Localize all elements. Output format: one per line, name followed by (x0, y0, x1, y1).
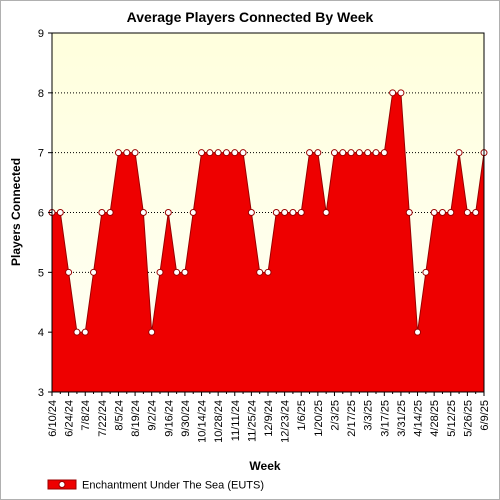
data-point (330, 149, 338, 157)
data-point (198, 149, 206, 157)
data-point (239, 149, 247, 157)
data-point (56, 209, 64, 216)
data-point (397, 89, 405, 97)
data-point (181, 268, 189, 276)
legend: Enchantment Under The Sea (EUTS) (47, 479, 264, 492)
x-tick-label: 11/11/24 (230, 400, 242, 441)
data-point (405, 209, 413, 216)
y-tick-label: 9 (38, 28, 44, 40)
data-point (173, 268, 181, 276)
data-point (156, 268, 164, 276)
data-point (430, 209, 438, 216)
data-point (65, 268, 73, 276)
x-tick-label: 4/14/25 (413, 400, 425, 437)
data-point (256, 268, 264, 276)
series-markers (48, 89, 488, 336)
x-tick-label: 5/12/25 (446, 400, 458, 437)
data-point (148, 328, 156, 336)
data-point (355, 149, 363, 157)
x-tick-label: 7/8/24 (80, 400, 92, 431)
x-tick-label: 6/24/24 (64, 400, 76, 437)
data-point (81, 328, 89, 336)
x-tick-label: 7/22/24 (97, 400, 109, 437)
data-point (206, 149, 214, 157)
data-point (297, 209, 305, 216)
data-point (272, 209, 280, 216)
y-tick-label: 8 (38, 88, 44, 100)
data-point (264, 268, 272, 276)
x-tick-label: 11/25/24 (246, 400, 258, 442)
x-tick-label: 6/9/25 (479, 400, 491, 431)
data-point (131, 149, 139, 157)
legend-marker (58, 481, 66, 488)
data-point (314, 149, 322, 157)
data-point (164, 209, 172, 216)
data-point (380, 149, 388, 157)
data-point (114, 149, 122, 157)
data-point (347, 149, 355, 157)
y-axis-ticks: 3 4 5 6 7 8 9 (38, 28, 52, 399)
chart-title: Average Players Connected By Week (127, 9, 374, 25)
data-point (214, 149, 222, 157)
legend-label: Enchantment Under The Sea (EUTS) (82, 480, 264, 492)
x-tick-label: 3/31/25 (396, 400, 408, 437)
data-point (189, 209, 197, 216)
data-point (472, 209, 480, 216)
data-point (222, 149, 230, 157)
x-tick-label: 9/2/24 (147, 400, 159, 431)
data-point (139, 209, 147, 216)
x-tick-label: 2/17/25 (346, 400, 358, 437)
data-point (123, 149, 131, 157)
data-point (364, 149, 372, 157)
data-point (247, 209, 255, 216)
data-point (90, 268, 98, 276)
y-tick-label: 4 (38, 327, 44, 339)
data-point (339, 149, 347, 157)
x-tick-label: 10/14/24 (197, 400, 209, 443)
data-point (306, 149, 314, 157)
data-point (422, 268, 430, 276)
data-point (98, 209, 106, 216)
data-point (231, 149, 239, 157)
x-axis-ticks: 6/10/24 6/24/24 7/8/24 7/22/24 8/5/24 8/19/24… (47, 392, 491, 443)
y-tick-label: 3 (38, 387, 44, 399)
y-tick-label: 7 (38, 148, 44, 160)
x-axis-label: Week (249, 459, 280, 473)
x-tick-label: 9/30/24 (180, 400, 192, 437)
data-point (281, 209, 289, 216)
data-point (455, 149, 463, 157)
data-point (106, 209, 114, 216)
y-tick-label: 5 (38, 267, 44, 279)
x-tick-label: 1/6/25 (296, 400, 308, 431)
y-tick-label: 6 (38, 208, 44, 220)
x-tick-label: 10/28/24 (213, 400, 225, 443)
y-axis-label: Players Connected (9, 158, 23, 266)
x-tick-label: 12/23/24 (280, 400, 292, 443)
x-tick-label: 8/19/24 (130, 400, 142, 437)
data-point (289, 209, 297, 216)
data-point (73, 328, 81, 336)
x-tick-label: 6/10/24 (47, 400, 59, 437)
x-tick-label: 5/26/25 (462, 400, 474, 437)
data-point (447, 209, 455, 216)
x-tick-label: 9/16/24 (163, 400, 175, 437)
x-tick-label: 3/17/25 (379, 400, 391, 437)
data-point (438, 209, 446, 216)
x-tick-label: 4/28/25 (429, 400, 441, 437)
data-point (414, 328, 422, 336)
x-tick-label: 3/3/25 (363, 400, 375, 431)
x-tick-label: 1/20/25 (313, 400, 325, 437)
data-point (389, 89, 397, 97)
data-point (372, 149, 380, 157)
x-tick-label: 2/3/25 (329, 400, 341, 431)
data-point (322, 209, 330, 216)
x-tick-label: 12/9/24 (263, 400, 275, 437)
x-tick-label: 8/5/24 (113, 400, 125, 431)
data-point (463, 209, 471, 216)
